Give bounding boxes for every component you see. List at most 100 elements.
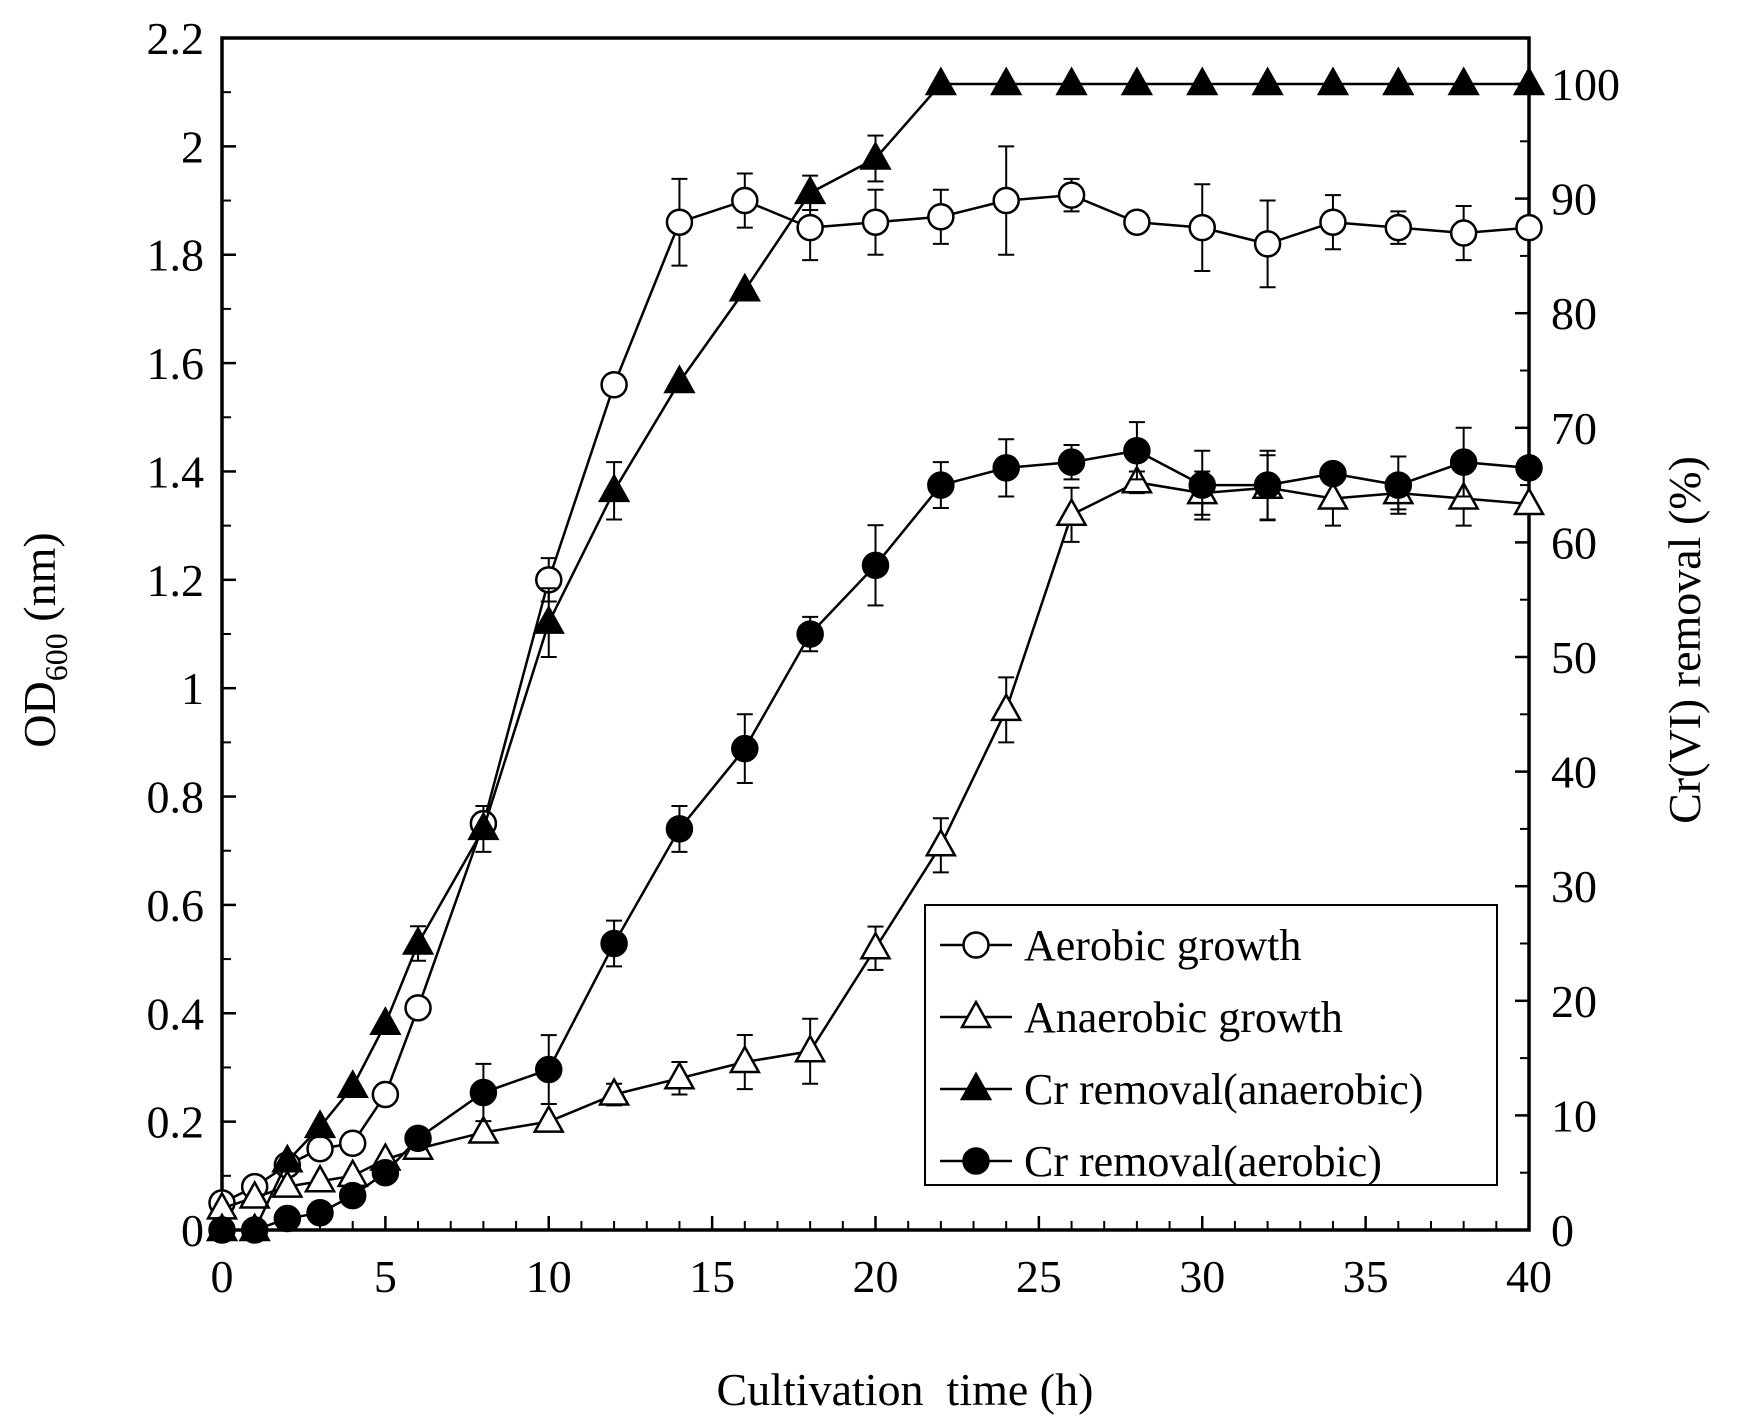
- y-left-tick-label: 1.2: [147, 555, 205, 606]
- data-point: [404, 994, 432, 1022]
- data-point: [992, 186, 1020, 215]
- data-point: [1055, 66, 1088, 96]
- series-cr-removal-aerobic: [208, 421, 1543, 1244]
- data-point: [1316, 66, 1350, 96]
- data-point: [990, 66, 1023, 96]
- data-point: [665, 815, 694, 843]
- y-left-title-main: OD: [14, 681, 65, 747]
- y-right-tick-label: 60: [1551, 517, 1597, 568]
- x-tick-label: 5: [374, 1251, 397, 1302]
- data-point: [271, 1169, 304, 1198]
- x-tick-label: 0: [211, 1251, 234, 1302]
- y-right-tick-label: 40: [1551, 747, 1597, 798]
- legend-entry: Aerobic growth: [940, 921, 1301, 970]
- data-point: [532, 605, 565, 634]
- data-point: [303, 1109, 337, 1139]
- data-point: [665, 208, 694, 236]
- y-left-axis-title: OD600 (nm): [14, 532, 74, 747]
- y-left-tick-label: 1.8: [147, 230, 205, 281]
- data-point: [369, 1006, 402, 1035]
- data-point: [1253, 471, 1282, 499]
- data-point: [600, 929, 628, 958]
- data-point: [240, 1216, 269, 1244]
- data-point: [306, 1134, 334, 1163]
- legend-entry: Cr removal(anaerobic): [940, 1065, 1423, 1114]
- data-point: [663, 1060, 696, 1090]
- data-point: [371, 1158, 400, 1187]
- x-tick-label: 15: [689, 1251, 735, 1302]
- data-point: [992, 454, 1020, 482]
- legend-box: [924, 904, 1498, 1186]
- data-point: [1384, 471, 1413, 499]
- legend-marker: [962, 1147, 990, 1175]
- y-left-tick-label: 0.6: [147, 880, 205, 931]
- x-tick-label: 35: [1343, 1251, 1389, 1302]
- y-right-axis: 0 10 20 30 40 50 60 70 80 90 100: [1515, 59, 1620, 1256]
- data-point: [859, 930, 892, 960]
- x-axis-title: Cultivation time (h): [717, 1364, 1094, 1415]
- data-point: [1316, 480, 1350, 510]
- data-point: [273, 1204, 302, 1233]
- data-point: [306, 1199, 334, 1227]
- x-tick-label: 20: [853, 1251, 899, 1302]
- y-left-tick-label: 0.4: [147, 988, 205, 1039]
- data-point: [1384, 213, 1413, 242]
- data-point: [1057, 181, 1086, 209]
- series-layer: [205, 66, 1546, 1244]
- data-point: [401, 925, 435, 955]
- data-point: [467, 1114, 500, 1144]
- data-point: [794, 1033, 827, 1063]
- legend-marker: [962, 931, 990, 959]
- data-point: [927, 203, 955, 231]
- data-point: [1251, 66, 1284, 96]
- y-right-tick-label: 90: [1551, 174, 1597, 225]
- data-point: [238, 1179, 271, 1209]
- y-left-tick-label: 2: [181, 121, 204, 172]
- y-right-axis-title: Cr(VI) removal (%): [1659, 456, 1710, 824]
- legend-marker: [959, 1071, 993, 1101]
- data-point: [794, 175, 827, 205]
- data-point: [1123, 436, 1151, 465]
- y-left-tick-label: 0.8: [147, 772, 205, 823]
- data-point: [271, 1143, 304, 1173]
- data-point: [208, 1216, 236, 1244]
- data-point: [1447, 66, 1480, 96]
- y-left-axis: 0 0.2 0.4 0.6 0.8 1 1.2 1.4 1.6 1.8 2 2.2: [147, 13, 236, 1256]
- legend-marker: [959, 999, 993, 1029]
- x-tick-label: 10: [526, 1251, 572, 1302]
- data-point: [532, 1104, 565, 1133]
- data-point: [1057, 448, 1086, 476]
- data-point: [469, 1078, 498, 1107]
- y-right-tick-label: 10: [1551, 1090, 1597, 1141]
- y-left-title-suffix: (nm): [14, 532, 65, 633]
- data-point: [663, 364, 696, 394]
- data-point: [796, 213, 824, 242]
- data-point: [1449, 219, 1478, 247]
- y-right-tick-label: 80: [1551, 288, 1597, 339]
- data-point: [1123, 208, 1151, 236]
- data-point: [1120, 66, 1154, 96]
- x-tick-label: 25: [1016, 1251, 1062, 1302]
- y-right-tick-label: 20: [1551, 976, 1597, 1027]
- y-right-tick-label: 100: [1551, 59, 1620, 110]
- x-tick-label: 30: [1179, 1251, 1225, 1302]
- data-point: [597, 1076, 631, 1106]
- y-left-tick-label: 2.2: [147, 13, 205, 64]
- data-point: [1382, 66, 1415, 96]
- data-point: [1253, 230, 1282, 258]
- legend-entry: Cr removal(aerobic): [940, 1137, 1382, 1186]
- data-point: [924, 827, 957, 857]
- data-point: [728, 272, 761, 302]
- y-right-tick-label: 50: [1551, 632, 1597, 683]
- y-right-tick-label: 0: [1551, 1205, 1574, 1256]
- data-point: [859, 140, 892, 170]
- data-point: [1319, 459, 1347, 488]
- data-point: [597, 473, 631, 503]
- y-left-tick-label: 0: [181, 1205, 204, 1256]
- data-point: [1512, 486, 1546, 516]
- y-right-tick-label: 70: [1551, 403, 1597, 454]
- data-point: [338, 1181, 367, 1210]
- data-point: [861, 551, 890, 580]
- data-point: [338, 1129, 367, 1158]
- data-point: [1186, 66, 1219, 96]
